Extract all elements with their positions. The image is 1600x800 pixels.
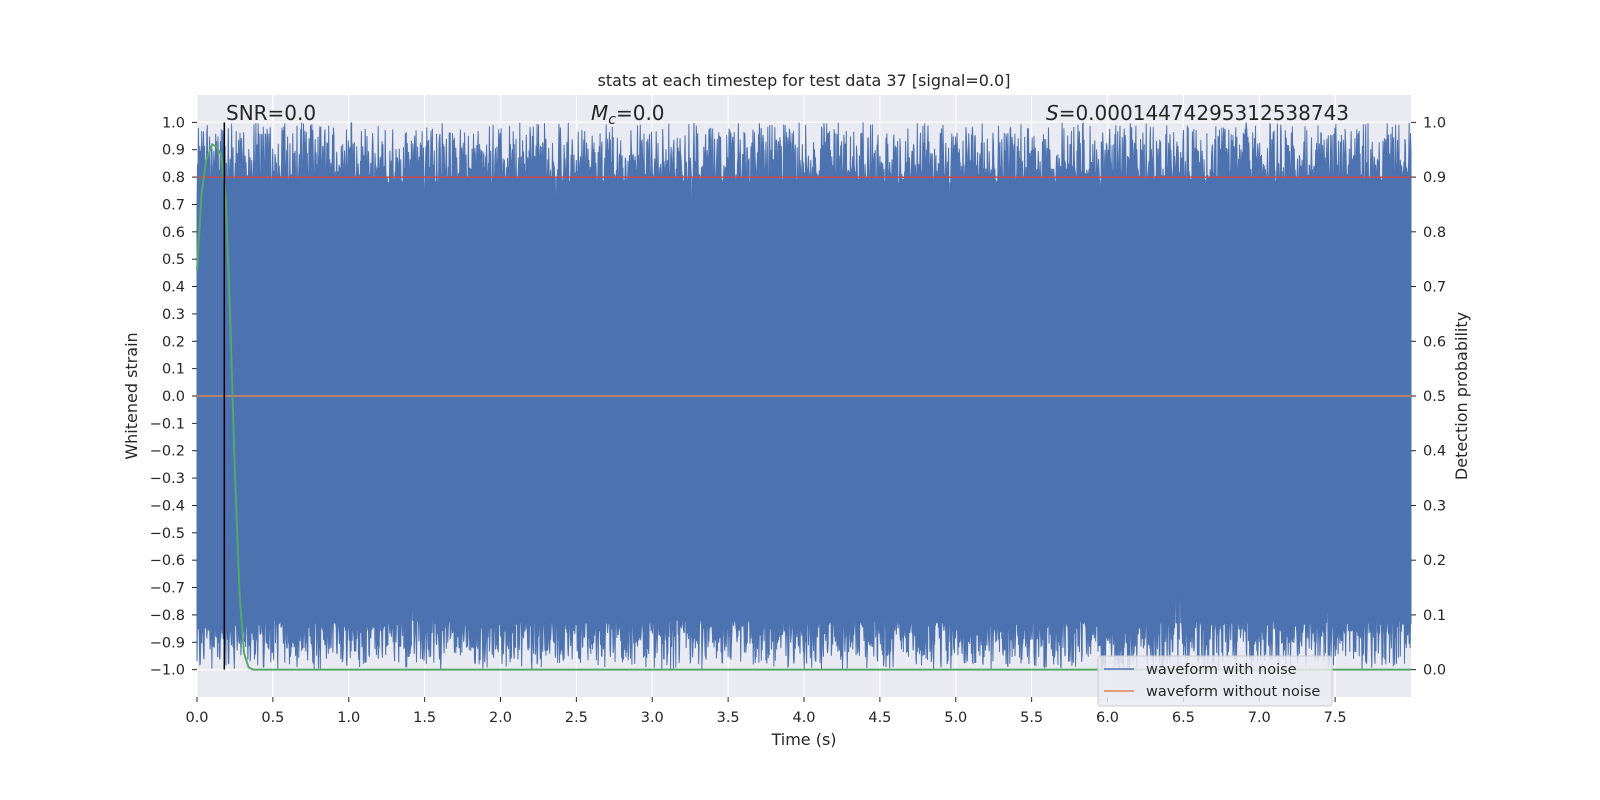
y-left-tick-label: −0.4 (150, 498, 185, 514)
y-left-tick-label: −0.7 (150, 581, 185, 597)
legend: waveform with noise waveform without noi… (1097, 655, 1333, 707)
chirp-mass-annotation: Mc=0.0 (591, 101, 665, 128)
y-left-axis-label: Whitened strain (122, 332, 141, 459)
x-tick-label: 3.5 (717, 710, 740, 726)
y-left-tick-label: 0.5 (162, 252, 185, 268)
score-annotation: S=0.00014474295312538743 (1046, 101, 1349, 125)
y-left-tick-label: 1.0 (162, 115, 185, 131)
y-left-tick-label: 0.0 (162, 389, 185, 405)
y-right-axis-ticks: 1.0 0.9 0.8 0.7 0.6 0.5 0.4 0.3 0.2 0.1 0.0 (1411, 115, 1446, 679)
y-left-tick-label: 0.6 (162, 225, 185, 241)
legend-label-noise: waveform with noise (1146, 662, 1297, 678)
x-tick-label: 4.5 (868, 710, 891, 726)
y-left-axis-ticks: 1.0 0.9 0.8 0.7 0.6 0.5 0.4 0.3 0.2 0.1 0.0 −0.1 −0.… (150, 115, 197, 679)
y-left-tick-label: −0.9 (150, 635, 185, 651)
x-tick-label: 1.5 (413, 710, 436, 726)
x-axis-label: Time (s) (770, 730, 836, 749)
legend-label-clean: waveform without noise (1146, 684, 1320, 700)
y-left-tick-label: −0.8 (150, 608, 185, 624)
x-tick-label: 1.0 (337, 710, 360, 726)
y-left-tick-label: 0.8 (162, 170, 185, 186)
y-right-tick-label: 0.2 (1423, 553, 1446, 569)
y-left-tick-label: −0.6 (150, 553, 185, 569)
x-tick-label: 5.0 (944, 710, 967, 726)
x-tick-label: 0.5 (261, 710, 284, 726)
y-right-tick-label: 0.1 (1423, 608, 1446, 624)
y-right-tick-label: 1.0 (1423, 115, 1446, 131)
y-right-tick-label: 0.9 (1423, 170, 1446, 186)
y-left-tick-label: 0.9 (162, 143, 185, 159)
y-right-tick-label: 0.3 (1423, 498, 1446, 514)
mc-value: =0.0 (616, 101, 665, 125)
y-left-tick-label: 0.7 (162, 197, 185, 213)
y-left-tick-label: 0.4 (162, 280, 185, 296)
detection-probability-line (196, 142, 1411, 671)
y-left-tick-label: −0.5 (150, 526, 185, 542)
snr-annotation: SNR=0.0 (226, 101, 316, 125)
y-right-tick-label: 0.7 (1423, 280, 1446, 296)
x-tick-label: 7.5 (1324, 710, 1347, 726)
y-left-tick-label: 0.3 (162, 307, 185, 323)
x-tick-label: 0.0 (185, 710, 208, 726)
overlay-lines (196, 122, 1411, 671)
mc-subscript: c (608, 112, 616, 128)
x-tick-label: 2.5 (565, 710, 588, 726)
y-left-tick-label: 0.2 (162, 334, 185, 350)
legend-box (1097, 655, 1333, 707)
s-symbol: S (1046, 101, 1059, 125)
y-right-tick-label: 0.5 (1423, 389, 1446, 405)
mc-symbol: M (591, 101, 608, 125)
x-tick-label: 4.0 (792, 710, 815, 726)
x-tick-label: 7.0 (1248, 710, 1271, 726)
s-value: =0.00014474295312538743 (1059, 101, 1349, 125)
y-left-tick-label: −0.3 (150, 471, 185, 487)
y-right-tick-label: 0.6 (1423, 334, 1446, 350)
y-right-tick-label: 0.0 (1423, 663, 1446, 679)
y-right-axis-label: Detection probability (1452, 312, 1471, 480)
chart-title: stats at each timestep for test data 37 … (598, 71, 1011, 90)
y-left-tick-label: −0.1 (150, 416, 185, 432)
x-tick-label: 3.0 (641, 710, 664, 726)
y-left-tick-label: −0.2 (150, 444, 185, 460)
x-tick-label: 2.0 (489, 710, 512, 726)
x-tick-label: 6.5 (1172, 710, 1195, 726)
x-axis-ticks: 0.0 0.5 1.0 1.5 2.0 2.5 3.0 3.5 4.0 4.5 5.0 5.5 6.0 6… (185, 697, 1347, 726)
y-left-tick-label: 0.1 (162, 362, 185, 378)
y-left-tick-label: −1.0 (150, 663, 185, 679)
x-tick-label: 6.0 (1096, 710, 1119, 726)
x-tick-label: 5.5 (1020, 710, 1043, 726)
y-right-tick-label: 0.8 (1423, 225, 1446, 241)
y-right-tick-label: 0.4 (1423, 444, 1446, 460)
